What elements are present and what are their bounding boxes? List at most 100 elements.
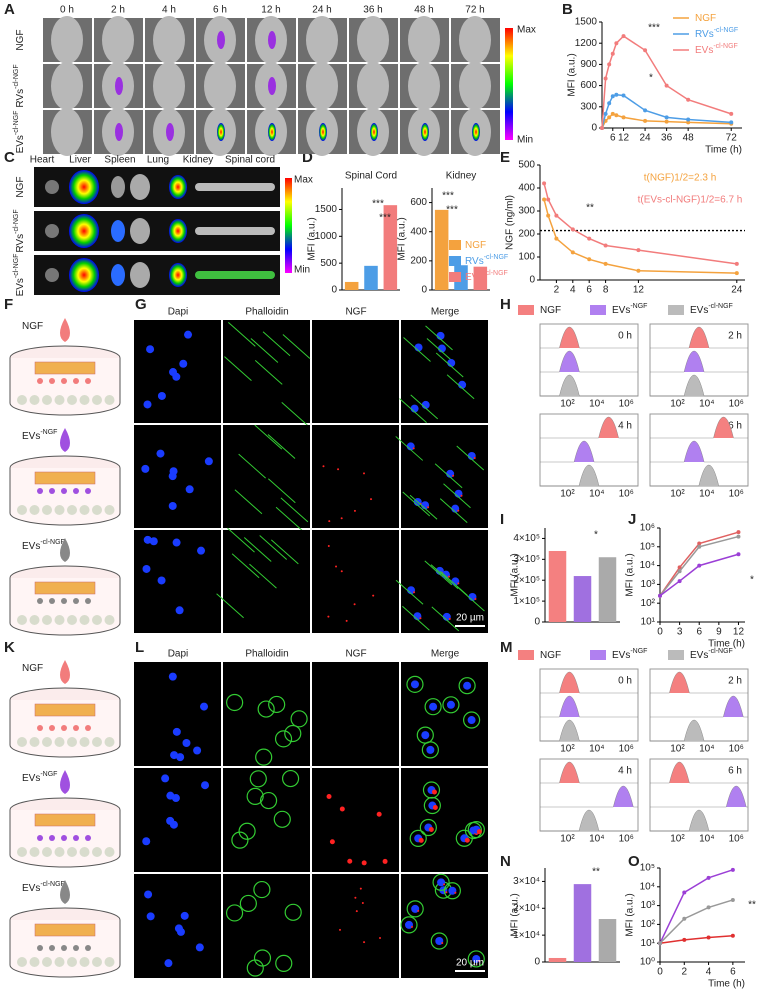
signal (370, 123, 378, 141)
actin (406, 900, 424, 918)
scale-min: Min (294, 265, 310, 276)
mouse-body (153, 16, 185, 64)
histogram (540, 375, 638, 397)
nucleus (446, 700, 455, 709)
y-tick-label: 0 (529, 275, 535, 286)
actin (282, 334, 311, 359)
actin (227, 527, 255, 553)
x-tick-label: 6 (730, 967, 736, 978)
point (706, 935, 711, 940)
point (614, 41, 619, 46)
time-label: 2 h (728, 676, 742, 687)
cell (104, 737, 115, 747)
y-tick-label: 1200 (575, 38, 598, 49)
y-tick-label: 200 (410, 255, 427, 266)
actin (458, 677, 476, 695)
row-label: EVs-cl-NGF (13, 254, 26, 297)
organ (130, 218, 150, 244)
drop (60, 660, 70, 684)
annotation: *** (442, 191, 454, 202)
nucleus (172, 538, 181, 547)
panel-letter: J (628, 511, 636, 528)
nucleus (168, 501, 177, 510)
actin (400, 916, 418, 934)
cell (79, 505, 90, 515)
panel-letter: E (500, 149, 510, 166)
drop (60, 880, 70, 904)
cell (29, 395, 40, 405)
point (677, 579, 682, 584)
column-label: Phalloidin (245, 649, 288, 660)
organ (169, 219, 187, 243)
organ-label: Lung (147, 155, 169, 166)
x-axis-label: Time (h) (708, 639, 745, 650)
actin (467, 950, 485, 968)
ngf-signal (339, 806, 345, 812)
x-tick-label: 24 (731, 285, 743, 296)
x-tick-label: 10⁶ (619, 744, 634, 755)
ngf-signal (338, 928, 341, 931)
cell (54, 615, 65, 625)
x-tick-label: 10² (560, 744, 575, 755)
y-tick-label: 10² (641, 598, 656, 609)
cell (17, 395, 27, 405)
histogram (540, 810, 638, 832)
ngf-signal (441, 942, 444, 945)
point (643, 118, 648, 123)
bar (598, 557, 617, 622)
series-line (659, 535, 739, 597)
signal (217, 123, 225, 141)
point (729, 111, 734, 116)
actin (249, 563, 277, 589)
time-label: 2 h (728, 331, 742, 342)
nucleus (179, 359, 188, 368)
signal (268, 31, 276, 49)
row-label: NGF (15, 29, 26, 50)
actin (259, 535, 288, 560)
particle (49, 725, 55, 731)
y-tick-label: 900 (580, 59, 597, 70)
point (706, 875, 711, 880)
x-tick-label: 10⁶ (729, 744, 744, 755)
y-axis-label: MFI (a.u.) (625, 893, 636, 936)
label-sup: -cl-NGF (40, 539, 65, 546)
legend-name: EVs (695, 45, 713, 56)
point (621, 115, 626, 120)
cell (79, 395, 90, 405)
particle (61, 835, 67, 841)
x-tick-label: 8 (603, 285, 609, 296)
signal (115, 77, 123, 95)
point (603, 261, 608, 266)
x-tick-label: 10² (560, 489, 575, 500)
nucleus (426, 745, 435, 754)
particle (37, 725, 43, 731)
actin (406, 675, 424, 693)
y-tick-label: 1000 (315, 231, 338, 242)
x-axis-label: Time (h) (705, 145, 742, 156)
label-sup: -cl-NGF (708, 303, 733, 310)
legend-sup: -cl-NGF (713, 43, 738, 50)
histogram (540, 327, 638, 349)
actin (443, 483, 471, 509)
histogram (650, 672, 748, 694)
point (636, 248, 641, 253)
panel-letter: H (500, 296, 511, 313)
point (546, 197, 551, 202)
ngf-signal (476, 829, 482, 835)
x-tick-label: 10⁶ (619, 399, 634, 410)
nucleus (142, 564, 151, 573)
x-tick-label: 48 (683, 133, 695, 144)
cell (54, 395, 65, 405)
series-line (659, 531, 739, 597)
organ (45, 224, 59, 238)
actin (281, 402, 310, 427)
x-tick-label: 2 (554, 285, 560, 296)
point (697, 544, 702, 549)
insert (34, 361, 96, 375)
nucleus (161, 774, 170, 783)
cell (17, 505, 27, 515)
ngf-signal (427, 506, 430, 509)
bar (364, 265, 378, 290)
y-tick-label: 10⁴ (640, 881, 655, 892)
cell (17, 957, 27, 967)
